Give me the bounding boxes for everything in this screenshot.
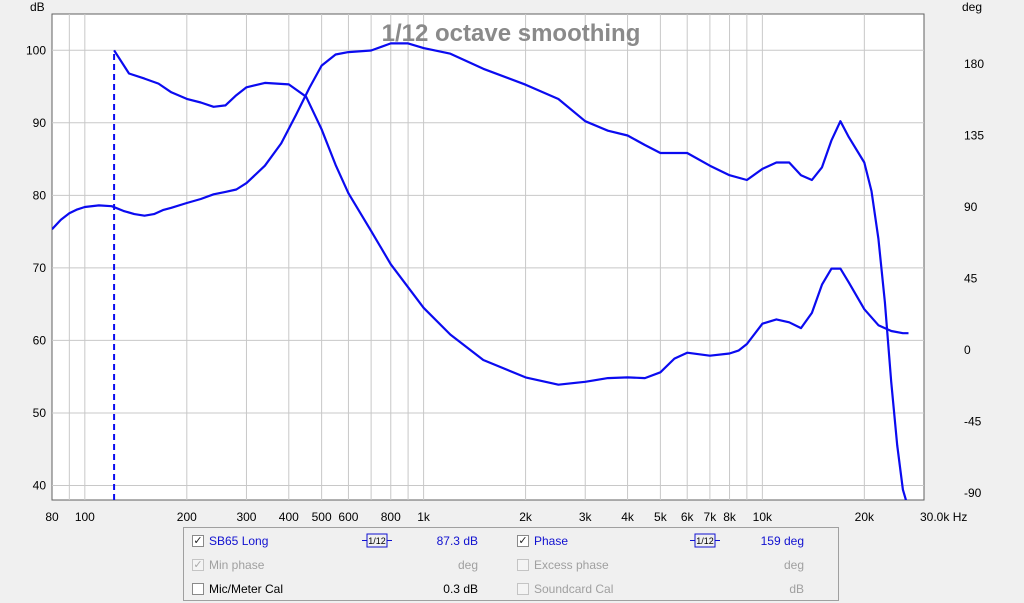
phase-label: Phase <box>534 534 569 548</box>
mic-cal-value: 0.3 dB <box>443 582 478 596</box>
min-phase-checkbox[interactable]: ✓ <box>192 559 204 571</box>
y-left-unit: dB <box>30 0 45 14</box>
min-phase-value: deg <box>457 558 478 572</box>
x-tick-label: 20k <box>855 510 875 524</box>
x-tick-label: 800 <box>381 510 401 524</box>
y-right-tick-label: 0 <box>964 343 971 357</box>
excess-phase-checkbox[interactable] <box>517 559 529 571</box>
x-tick-label: 7k <box>704 510 718 524</box>
x-tick-label: 200 <box>177 510 197 524</box>
x-tick-label: 500 <box>312 510 332 524</box>
legend-row-cal: Mic/Meter Cal 0.3 dB Soundcard Cal dB <box>184 578 838 600</box>
legend-panel: ✓ SB65 Long 1/12 87.3 dB ✓ Phase 1/12 15… <box>183 527 839 601</box>
y-right-tick-label: 90 <box>964 200 978 214</box>
x-tick-label: 100 <box>75 510 95 524</box>
legend-row-spl: ✓ SB65 Long 1/12 87.3 dB ✓ Phase 1/12 15… <box>184 530 838 552</box>
y-axis-right-ticks: -90 -45 0 45 90 135 180 <box>964 57 984 500</box>
excess-phase-value: deg <box>783 558 804 572</box>
octave-smoothing-icon[interactable]: 1/12 <box>362 533 392 548</box>
spl-checkbox[interactable]: ✓ <box>192 535 204 547</box>
y-left-tick-label: 80 <box>33 188 47 202</box>
y-right-unit: deg <box>962 0 982 14</box>
x-tick-label: 4k <box>621 510 635 524</box>
x-tick-label: 8k <box>723 510 737 524</box>
mic-cal-label: Mic/Meter Cal <box>209 582 284 596</box>
y-left-tick-label: 40 <box>33 478 47 492</box>
series-layer <box>52 42 909 500</box>
y-right-tick-label: 180 <box>964 57 984 71</box>
y-right-tick-label: 45 <box>964 271 978 285</box>
y-right-tick-label: -45 <box>964 414 982 428</box>
x-tick-label: 600 <box>338 510 358 524</box>
phase-value: 159 deg <box>760 534 804 548</box>
excess-phase-label: Excess phase <box>534 558 609 572</box>
y-left-tick-label: 60 <box>33 333 47 347</box>
y-left-tick-label: 100 <box>26 43 46 57</box>
octave-smoothing-icon[interactable]: 1/12 <box>690 533 720 548</box>
y-axis-left-ticks: 40 50 60 70 80 90 100 <box>26 43 46 492</box>
x-tick-label: 3k <box>579 510 593 524</box>
phase-checkbox[interactable]: ✓ <box>517 535 529 547</box>
x-tick-label: 10k <box>753 510 773 524</box>
legend-row-min-phase: ✓ Min phase deg Excess phase deg <box>184 554 838 576</box>
spl-smoothing-label: 1/12 <box>368 536 386 546</box>
x-tick-label: 400 <box>279 510 299 524</box>
soundcard-cal-label: Soundcard Cal <box>534 582 614 596</box>
min-phase-label: Min phase <box>209 558 265 572</box>
x-axis-ticks: 80 100 200 300 400 500 600 800 1k 2k 3k 4k 5k 6k 7k 8k 1… <box>45 510 967 524</box>
plot-area <box>51 13 925 501</box>
y-right-tick-label: -90 <box>964 486 982 500</box>
x-tick-label: 6k <box>681 510 695 524</box>
mic-cal-checkbox[interactable] <box>192 583 204 595</box>
series-line-spl <box>113 49 909 386</box>
y-right-tick-label: 135 <box>964 129 984 143</box>
phase-smoothing-label: 1/12 <box>696 536 714 546</box>
x-tick-label: 80 <box>45 510 59 524</box>
y-left-tick-label: 90 <box>33 116 47 130</box>
y-left-tick-label: 70 <box>33 261 47 275</box>
spl-label: SB65 Long <box>209 534 269 548</box>
soundcard-cal-value: dB <box>789 582 804 596</box>
soundcard-cal-checkbox[interactable] <box>517 583 529 595</box>
spl-value: 87.3 dB <box>436 534 478 548</box>
x-tick-label: 2k <box>519 510 533 524</box>
grid-lines <box>52 14 924 500</box>
x-tick-label: 1k <box>417 510 431 524</box>
y-left-tick-label: 50 <box>33 406 47 420</box>
series-line-phase <box>52 42 908 500</box>
x-tick-label: 5k <box>654 510 668 524</box>
chart-title: 1/12 octave smoothing <box>382 20 641 47</box>
x-tick-label: 300 <box>236 510 256 524</box>
frequency-response-chart: 80 100 200 300 400 500 600 800 1k 2k 3k 4k 5k 6k 7k 8k 1… <box>26 0 984 524</box>
x-tick-label: 30.0k Hz <box>920 510 967 524</box>
